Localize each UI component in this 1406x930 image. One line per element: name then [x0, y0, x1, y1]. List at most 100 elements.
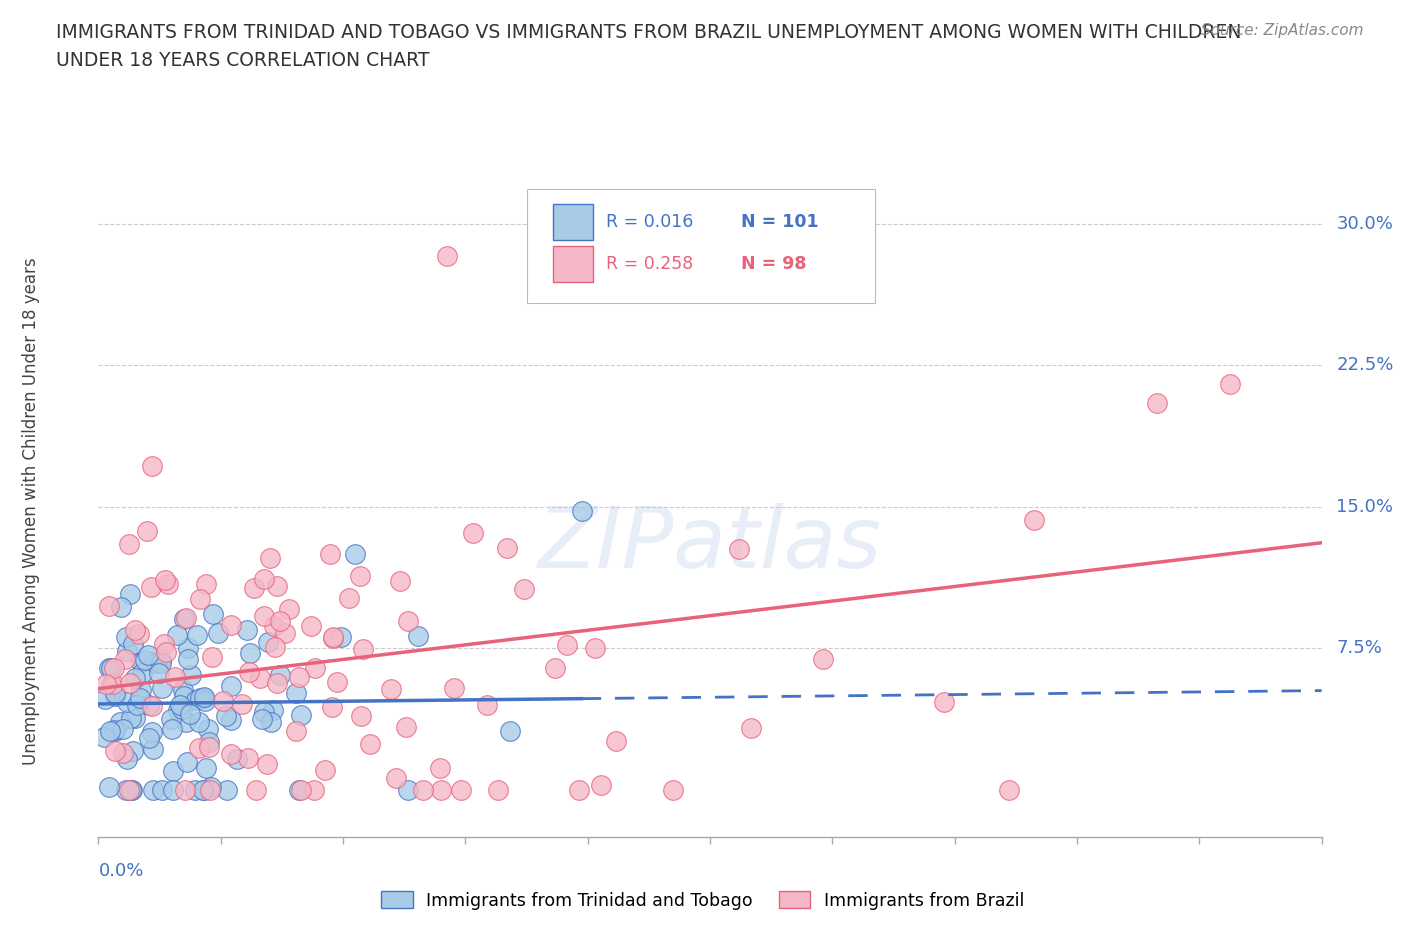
Point	[160, 722, 183, 737]
Point	[266, 676, 288, 691]
Point	[352, 641, 374, 656]
Text: 15.0%: 15.0%	[1336, 498, 1393, 516]
Point	[243, 580, 266, 595]
Point	[740, 721, 762, 736]
Text: ZIPatlas: ZIPatlas	[538, 502, 882, 586]
Point	[337, 591, 360, 606]
Point	[215, 782, 238, 797]
Point	[583, 641, 606, 656]
Point	[194, 577, 217, 591]
Point	[136, 524, 159, 538]
Point	[260, 714, 283, 729]
Point	[124, 623, 146, 638]
Point	[115, 695, 138, 710]
Point	[115, 751, 138, 766]
Text: UNDER 18 YEARS CORRELATION CHART: UNDER 18 YEARS CORRELATION CHART	[56, 51, 430, 70]
Text: N = 98: N = 98	[741, 255, 806, 273]
Point	[589, 777, 612, 792]
Point	[120, 782, 142, 797]
Point	[544, 660, 567, 675]
Point	[727, 542, 749, 557]
Point	[198, 735, 221, 750]
Point	[165, 669, 187, 684]
Point	[114, 652, 136, 667]
Point	[250, 711, 273, 726]
Point	[148, 666, 170, 681]
Point	[304, 660, 326, 675]
Point	[187, 740, 209, 755]
Point	[115, 644, 138, 658]
Point	[193, 691, 215, 706]
Point	[385, 770, 408, 785]
Point	[219, 747, 242, 762]
Point	[288, 782, 311, 797]
Point	[499, 724, 522, 738]
Point	[174, 714, 197, 729]
Point	[180, 668, 202, 683]
Point	[172, 683, 194, 698]
Point	[257, 634, 280, 649]
Point	[129, 655, 152, 670]
Point	[121, 743, 143, 758]
Point	[486, 782, 509, 797]
Point	[274, 626, 297, 641]
Point	[380, 682, 402, 697]
Point	[198, 782, 221, 797]
Point	[155, 573, 177, 588]
Point	[129, 691, 152, 706]
Point	[219, 618, 242, 632]
Text: Unemployment Among Women with Children Under 18 years: Unemployment Among Women with Children U…	[22, 258, 41, 765]
Point	[568, 782, 591, 797]
Point	[314, 763, 336, 777]
Point	[118, 782, 141, 797]
Point	[179, 707, 201, 722]
Point	[169, 698, 191, 712]
Point	[150, 656, 173, 671]
Point	[450, 782, 472, 797]
Point	[231, 697, 253, 711]
Point	[131, 666, 153, 681]
Legend: Immigrants from Trinidad and Tobago, Immigrants from Brazil: Immigrants from Trinidad and Tobago, Imm…	[374, 884, 1032, 917]
Point	[226, 751, 249, 766]
Point	[269, 613, 291, 628]
Point	[96, 677, 118, 692]
Point	[124, 671, 146, 685]
Point	[93, 730, 115, 745]
Point	[115, 782, 138, 797]
Point	[278, 602, 301, 617]
Point	[141, 699, 163, 714]
Point	[142, 782, 165, 797]
Point	[236, 751, 259, 765]
Point	[396, 782, 419, 797]
Point	[128, 627, 150, 642]
Point	[108, 714, 131, 729]
Point	[104, 744, 127, 759]
Point	[496, 540, 519, 555]
Point	[266, 578, 288, 593]
Point	[319, 547, 342, 562]
Point	[214, 709, 236, 724]
Point	[200, 779, 222, 794]
Point	[202, 606, 225, 621]
Text: R = 0.258: R = 0.258	[606, 255, 693, 273]
Point	[153, 636, 176, 651]
Point	[121, 782, 143, 797]
Point	[1024, 512, 1046, 527]
Point	[302, 782, 325, 797]
Point	[475, 698, 498, 713]
Point	[150, 652, 173, 667]
Point	[394, 720, 416, 735]
Point	[290, 708, 312, 723]
Point	[176, 755, 198, 770]
Point	[262, 702, 284, 717]
Point	[173, 612, 195, 627]
Point	[177, 640, 200, 655]
Point	[256, 757, 278, 772]
Point	[253, 572, 276, 587]
Point	[111, 746, 134, 761]
Point	[138, 698, 160, 712]
Point	[193, 690, 215, 705]
Point	[463, 525, 485, 540]
Point	[120, 711, 142, 725]
Point	[118, 537, 141, 551]
